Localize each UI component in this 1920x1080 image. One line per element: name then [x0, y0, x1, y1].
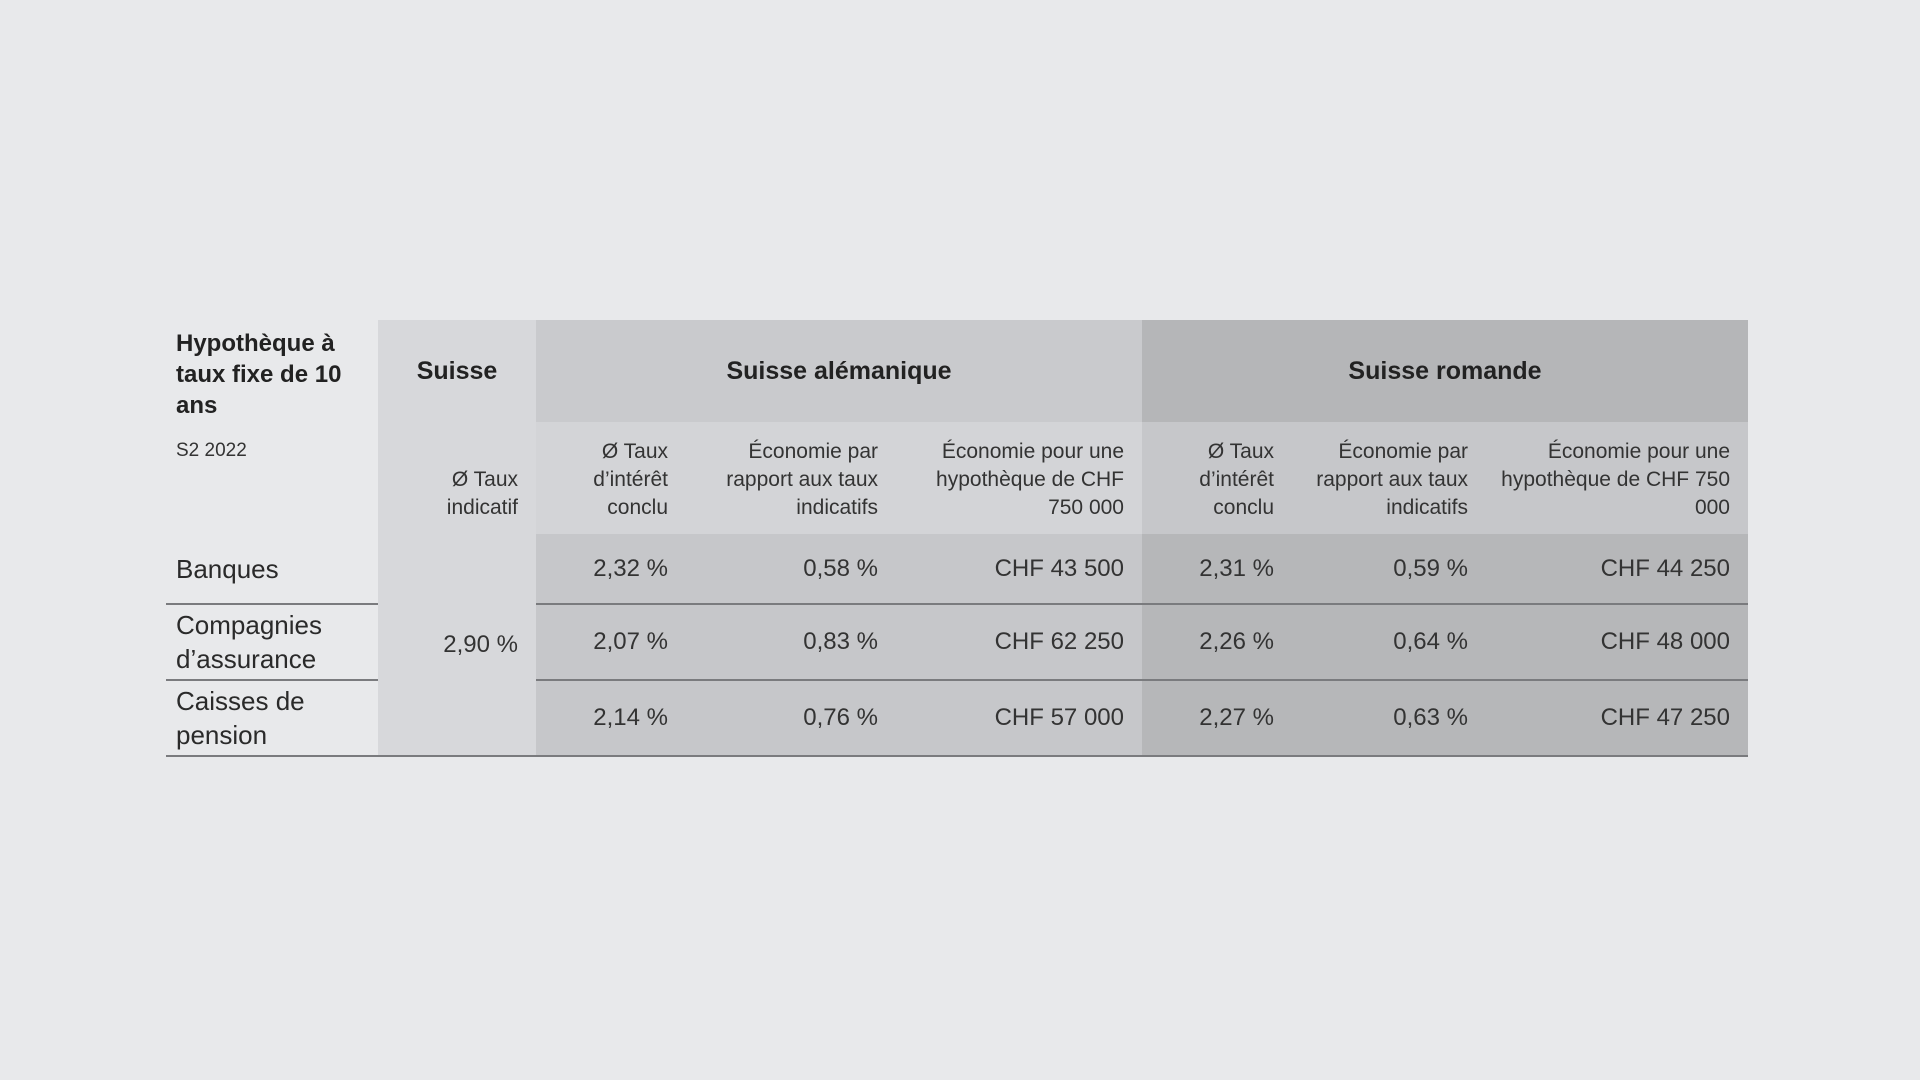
subheader-band-alemanique [536, 422, 1142, 534]
suisse-column-bg [378, 320, 536, 756]
cell-caisses-de-saving-chf: CHF 57 000 [994, 704, 1124, 731]
subheader-de-saving-chf: Économie pour une hypothèque de CHF 750 … [936, 440, 1124, 519]
cell-caisses-de-saving: 0,76 % [803, 704, 878, 731]
data-band-romande [1142, 534, 1748, 756]
cell-banques-de-rate: 2,32 % [593, 555, 668, 582]
cell-compagnies-de-rate: 2,07 % [593, 628, 668, 655]
cell-caisses-fr-saving: 0,63 % [1393, 704, 1468, 731]
row-divider-2-data [536, 679, 1748, 681]
subheader-fr-saving-chf: Économie pour une hypothèque de CHF 750 … [1501, 440, 1730, 519]
group-header-suisse: Suisse [416, 356, 498, 385]
suisse-indicative-value: 2,90 % [443, 631, 518, 658]
subheader-fr-rate: Ø Taux d’intérêt conclu [1199, 440, 1274, 519]
cell-caisses-fr-rate: 2,27 % [1199, 704, 1274, 731]
cell-banques-fr-saving: 0,59 % [1393, 555, 1468, 582]
cell-banques-fr-saving-chf: CHF 44 250 [1600, 555, 1730, 582]
subheader-fr-saving: Économie par rapport aux taux indicatifs [1316, 440, 1468, 519]
row-divider-2-label [166, 679, 378, 681]
row-label-caisses: Caisses de pension [176, 686, 305, 750]
cell-caisses-de-rate: 2,14 % [593, 704, 668, 731]
row-label-compagnies: Compagnies d’assurance [176, 610, 322, 674]
cell-compagnies-fr-saving: 0,64 % [1393, 628, 1468, 655]
cell-compagnies-de-saving: 0,83 % [803, 628, 878, 655]
table-bottom-rule [166, 755, 1748, 757]
subheader-de-saving: Économie par rapport aux taux indicatifs [726, 440, 878, 519]
subheader-de-rate: Ø Taux d’intérêt conclu [593, 440, 668, 519]
cell-compagnies-de-saving-chf: CHF 62 250 [994, 628, 1124, 655]
subheader-band-romande [1142, 422, 1748, 534]
data-band-alemanique [536, 534, 1142, 756]
cell-banques-de-saving-chf: CHF 43 500 [994, 555, 1124, 582]
group-header-suisse-romande: Suisse romande [1142, 320, 1748, 422]
cell-caisses-fr-saving-chf: CHF 47 250 [1600, 704, 1730, 731]
row-divider-1-label [166, 603, 378, 605]
row-label-banques: Banques [176, 554, 279, 584]
table-period: S2 2022 [176, 440, 247, 461]
cell-banques-fr-rate: 2,31 % [1199, 555, 1274, 582]
subheader-suisse-indicative: Ø Taux indicatif [446, 468, 518, 519]
row-divider-1-data [536, 603, 1748, 605]
cell-compagnies-fr-rate: 2,26 % [1199, 628, 1274, 655]
cell-banques-de-saving: 0,58 % [803, 555, 878, 582]
cell-compagnies-fr-saving-chf: CHF 48 000 [1600, 628, 1730, 655]
group-header-suisse-alemanique: Suisse alémanique [536, 320, 1142, 422]
table-title: Hypothèque à taux fixe de 10 ans [176, 330, 342, 419]
